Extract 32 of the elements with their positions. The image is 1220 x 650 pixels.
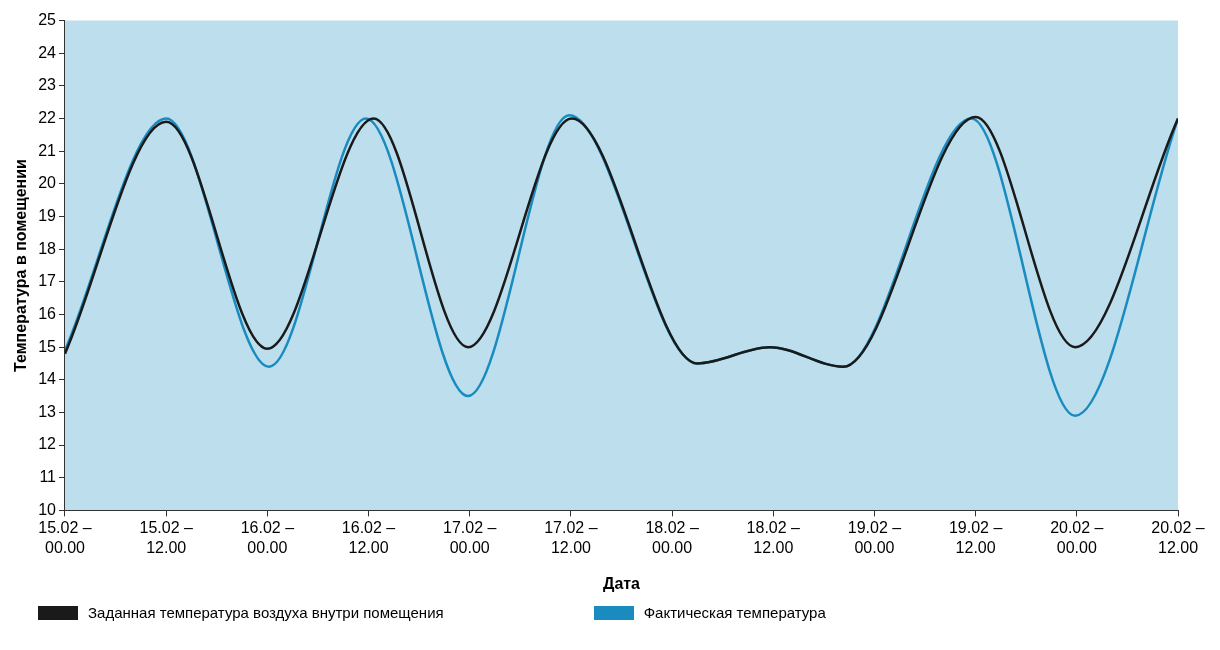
x-tick-label: 19.02 – 00.00 [847,519,902,556]
y-tick-label: 10 [38,500,57,518]
y-tick-label: 21 [38,141,57,159]
y-tick-label: 20 [38,174,57,192]
y-tick-label: 22 [38,108,57,126]
legend-label: Фактическая температура [643,604,826,621]
y-tick-label: 24 [38,43,57,61]
y-tick-label: 19 [38,206,57,224]
y-tick-label: 25 [38,11,57,29]
y-tick-label: 14 [38,370,57,388]
x-tick-label: 15.02 – 12.00 [139,519,193,556]
x-tick-label: 16.02 – 00.00 [240,519,295,556]
x-tick-label: 18.02 – 00.00 [645,519,699,556]
x-tick-label: 18.02 – 12.00 [746,519,801,556]
legend-label: Заданная температура воздуха внутри помещения [88,604,444,621]
y-tick-label: 15 [38,337,57,355]
x-tick-label: 17.02 – 00.00 [443,519,497,556]
x-tick-label: 15.02 – 00.00 [38,519,92,556]
y-tick-label: 11 [39,468,57,486]
x-tick-label: 20.02 – 12.00 [1151,519,1205,556]
y-tick-label: 17 [38,272,57,290]
x-tick-label: 17.02 – 12.00 [544,519,598,556]
y-tick-label: 12 [38,435,57,453]
x-axis-title: Дата [602,574,641,592]
x-tick-label: 20.02 – 00.00 [1050,519,1104,556]
x-tick-label: 16.02 – 12.00 [341,519,396,556]
y-tick-label: 16 [38,304,57,322]
x-tick-label: 19.02 – 12.00 [948,519,1003,556]
y-tick-label: 18 [38,239,57,257]
y-tick-label: 13 [38,402,57,420]
y-axis-title: Температура в помещении [12,159,30,372]
y-tick-label: 23 [38,76,57,94]
